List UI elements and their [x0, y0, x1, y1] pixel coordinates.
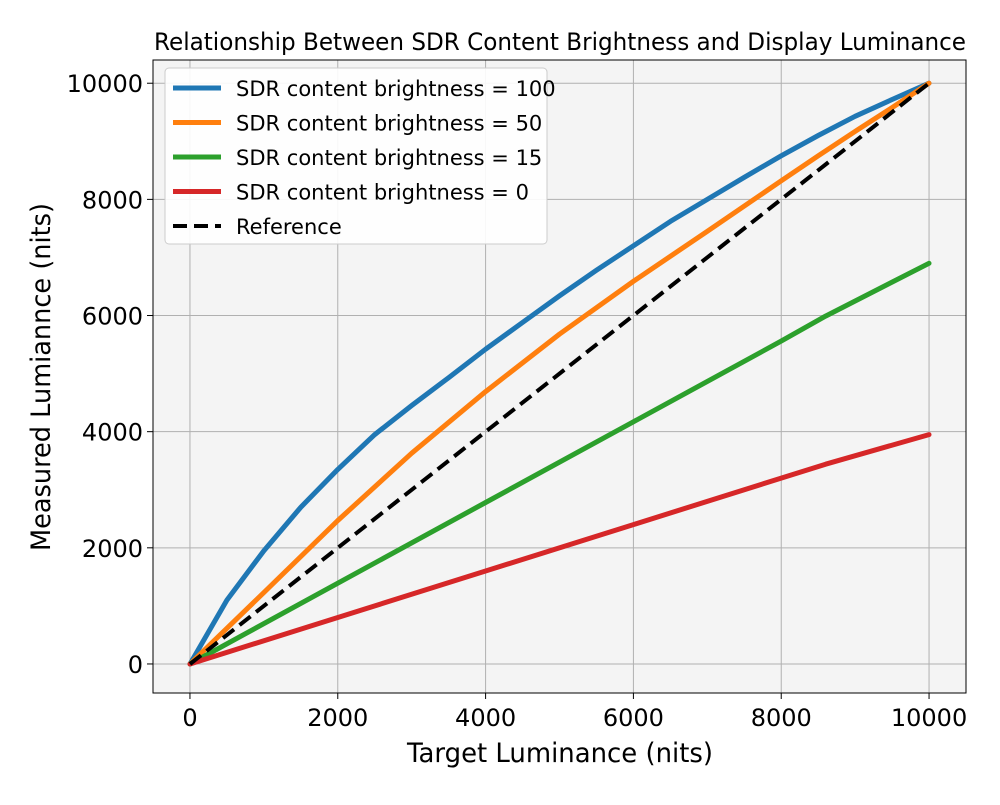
x-tick-label: 4000 [455, 704, 516, 732]
y-tick-label: 2000 [82, 535, 143, 563]
x-axis-label: Target Luminance (nits) [406, 738, 713, 769]
legend-box [164, 67, 548, 245]
x-tick-label: 8000 [751, 704, 812, 732]
series-line-2 [187, 80, 932, 667]
y-axis-ticks: 0 2000 4000 6000 8000 10000 [67, 70, 153, 679]
x-axis-ticks: 0 2000 4000 6000 8000 10000 [182, 693, 967, 732]
y-axis-label: Measured Lumiannce (nits) [26, 203, 57, 551]
series-line-4 [187, 432, 932, 667]
x-tick-label: 6000 [603, 704, 664, 732]
y-tick-label: 6000 [82, 303, 143, 331]
legend-entry-label: Reference [236, 215, 342, 239]
legend-entry-label: SDR content brightness = 0 [236, 181, 529, 205]
x-tick-label: 2000 [307, 704, 368, 732]
chart-title: Relationship Between SDR Content Brightn… [154, 28, 966, 56]
y-tick-label: 0 [128, 651, 143, 679]
x-tick-label: 10000 [891, 704, 967, 732]
reference-line [188, 81, 931, 666]
series-line-3 [187, 260, 932, 667]
y-tick-label: 4000 [82, 419, 143, 447]
x-tick-label: 0 [182, 704, 197, 732]
series-group [187, 80, 932, 667]
legend-entry-label: SDR content brightness = 50 [236, 112, 542, 136]
legend-entry-label: SDR content brightness = 15 [236, 146, 542, 170]
legend-entry-label: SDR content brightness = 100 [236, 77, 556, 101]
series-line-1 [187, 80, 932, 667]
y-tick-label: 8000 [82, 186, 143, 214]
plot-frame [152, 59, 967, 694]
legend: SDR content brightness = 100 SDR content … [164, 67, 556, 245]
y-tick-label: 10000 [67, 70, 143, 98]
